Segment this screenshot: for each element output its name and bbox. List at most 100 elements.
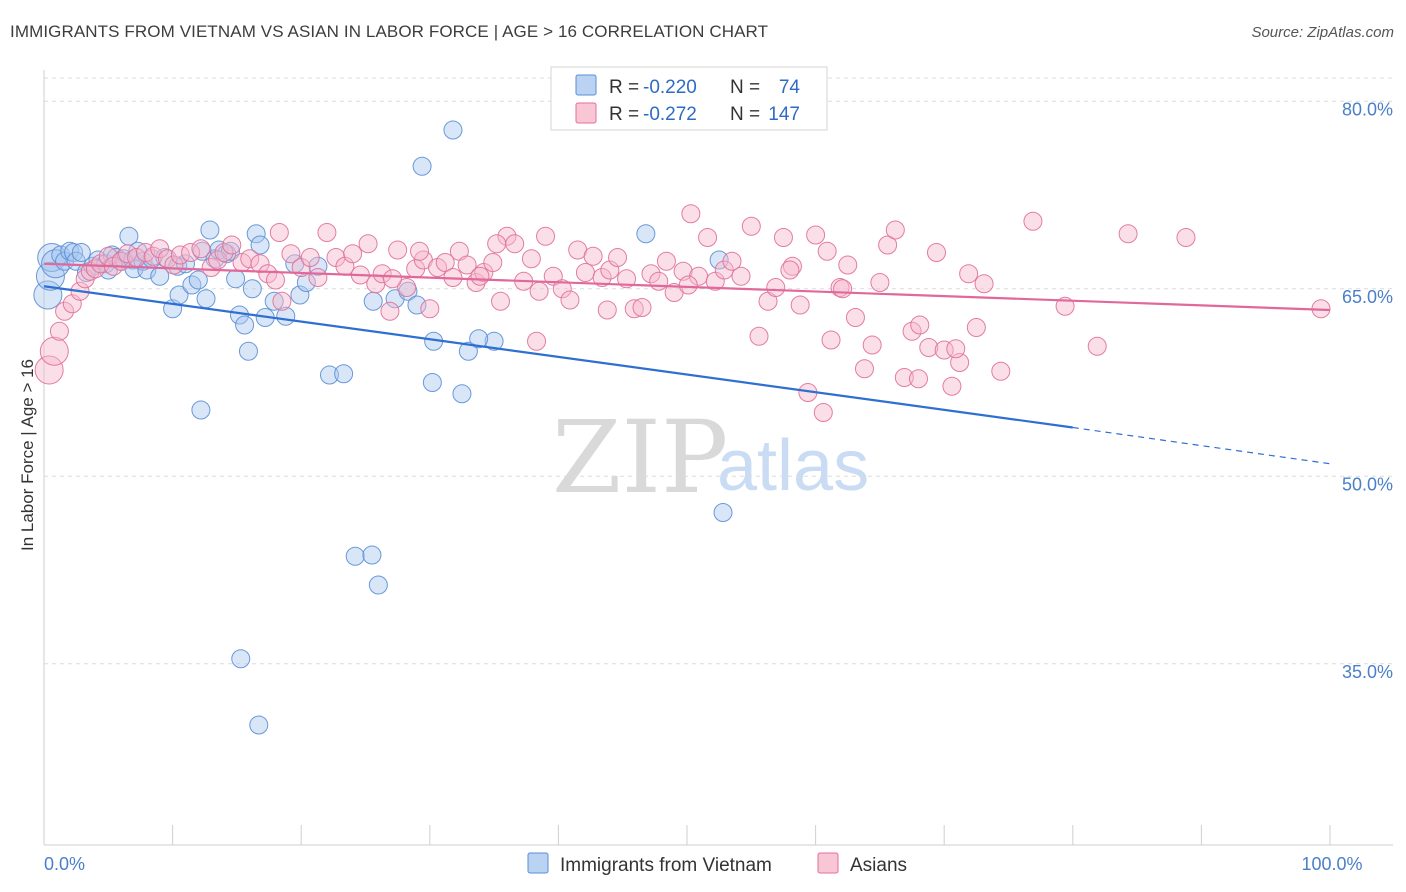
point-asians	[813, 403, 833, 422]
point-asians	[592, 268, 612, 287]
legend-r-value-asians: -0.272	[643, 104, 697, 125]
point-vietnam	[362, 545, 382, 565]
point-asians	[974, 274, 994, 294]
point-asians	[894, 368, 914, 387]
point-asians	[1118, 224, 1138, 244]
point-asians	[656, 251, 676, 271]
point-asians	[265, 270, 285, 290]
point-asians	[773, 228, 793, 247]
point-vietnam	[242, 279, 262, 299]
axes: 0.0% 100.0%	[43, 70, 1393, 874]
point-asians	[838, 255, 858, 275]
point-asians	[380, 301, 400, 321]
point-asians	[885, 220, 905, 240]
x-tick-label: 100.0%	[1301, 854, 1362, 874]
watermark-atlas: atlas	[717, 426, 869, 506]
point-asians	[959, 264, 979, 284]
point-asians	[790, 295, 810, 315]
point-asians	[49, 321, 69, 341]
trend-line-vietnam-extension	[1072, 426, 1331, 465]
point-asians	[529, 281, 549, 301]
point-asians	[80, 261, 100, 281]
point-asians	[269, 223, 289, 242]
y-tick-label: 35.0%	[1342, 662, 1393, 682]
point-asians	[681, 204, 701, 224]
point-vietnam	[200, 220, 220, 240]
point-asians	[55, 301, 75, 321]
point-asians	[910, 315, 930, 335]
point-asians	[343, 244, 363, 264]
point-asians	[870, 273, 890, 292]
point-asians	[300, 248, 320, 267]
point-asians	[782, 256, 802, 276]
point-asians	[780, 260, 800, 280]
stats-legend-box	[550, 66, 828, 131]
x-tick-label: 0.0%	[44, 854, 85, 874]
point-asians	[597, 300, 617, 320]
point-asians	[926, 243, 946, 262]
point-asians	[902, 321, 922, 341]
series-legend-label-asians: Asians	[850, 855, 907, 876]
point-vietnam	[226, 269, 246, 289]
point-vietnam	[319, 365, 339, 385]
point-asians	[1023, 211, 1043, 231]
point-asians	[240, 249, 260, 269]
point-asians	[608, 248, 628, 267]
point-vietnam	[452, 384, 472, 404]
point-asians	[470, 266, 490, 286]
point-asians	[39, 336, 69, 366]
point-vietnam	[290, 285, 310, 305]
point-vietnam	[71, 243, 91, 262]
point-asians	[741, 216, 761, 236]
point-asians	[420, 299, 440, 319]
point-vietnam	[422, 373, 442, 392]
point-vietnam	[412, 156, 432, 176]
point-vietnam	[264, 291, 284, 311]
legend-swatch-asians	[575, 102, 597, 124]
point-asians	[191, 239, 211, 259]
series-legend-swatch-vietnam	[527, 852, 549, 874]
point-asians	[250, 254, 270, 274]
point-asians	[731, 266, 751, 286]
point-asians	[552, 279, 572, 299]
point-asians	[806, 225, 826, 245]
series-legend-swatch-asians	[817, 852, 839, 874]
point-asians	[410, 241, 430, 261]
point-vietnam	[636, 224, 656, 244]
point-vietnam	[196, 289, 216, 309]
point-asians	[1055, 296, 1075, 316]
point-asians	[383, 269, 403, 289]
series-legend-label-vietnam: Immigrants from Vietnam	[560, 855, 772, 876]
legend-n-label-vietnam: N =	[730, 77, 760, 98]
point-asians	[497, 226, 517, 246]
point-asians	[575, 263, 595, 282]
point-asians	[946, 339, 966, 359]
legend-n-value-asians: 147	[768, 104, 800, 125]
point-asians	[678, 275, 698, 295]
point-vietnam	[484, 331, 504, 351]
point-asians	[583, 246, 603, 266]
point-vietnam	[182, 275, 202, 295]
point-asians	[222, 235, 242, 255]
point-asians	[560, 290, 580, 310]
point-asians	[527, 331, 547, 351]
point-asians	[214, 243, 234, 262]
legend-r-label-asians: R =	[609, 104, 639, 125]
point-vietnam	[713, 503, 733, 522]
trend-line-asians	[43, 262, 1331, 312]
point-asians	[34, 355, 64, 385]
point-asians	[308, 268, 328, 287]
point-asians	[854, 359, 874, 379]
y-tick-label: 50.0%	[1342, 474, 1393, 494]
point-asians	[521, 249, 541, 269]
point-asians	[991, 361, 1011, 381]
point-asians	[821, 330, 841, 350]
point-asians	[617, 269, 637, 289]
point-asians	[845, 308, 865, 327]
point-asians	[1087, 336, 1107, 356]
point-asians	[487, 234, 507, 254]
point-vietnam	[188, 270, 208, 290]
trend-lines	[43, 262, 1331, 465]
point-vietnam	[368, 575, 388, 595]
point-vietnam	[246, 224, 266, 244]
